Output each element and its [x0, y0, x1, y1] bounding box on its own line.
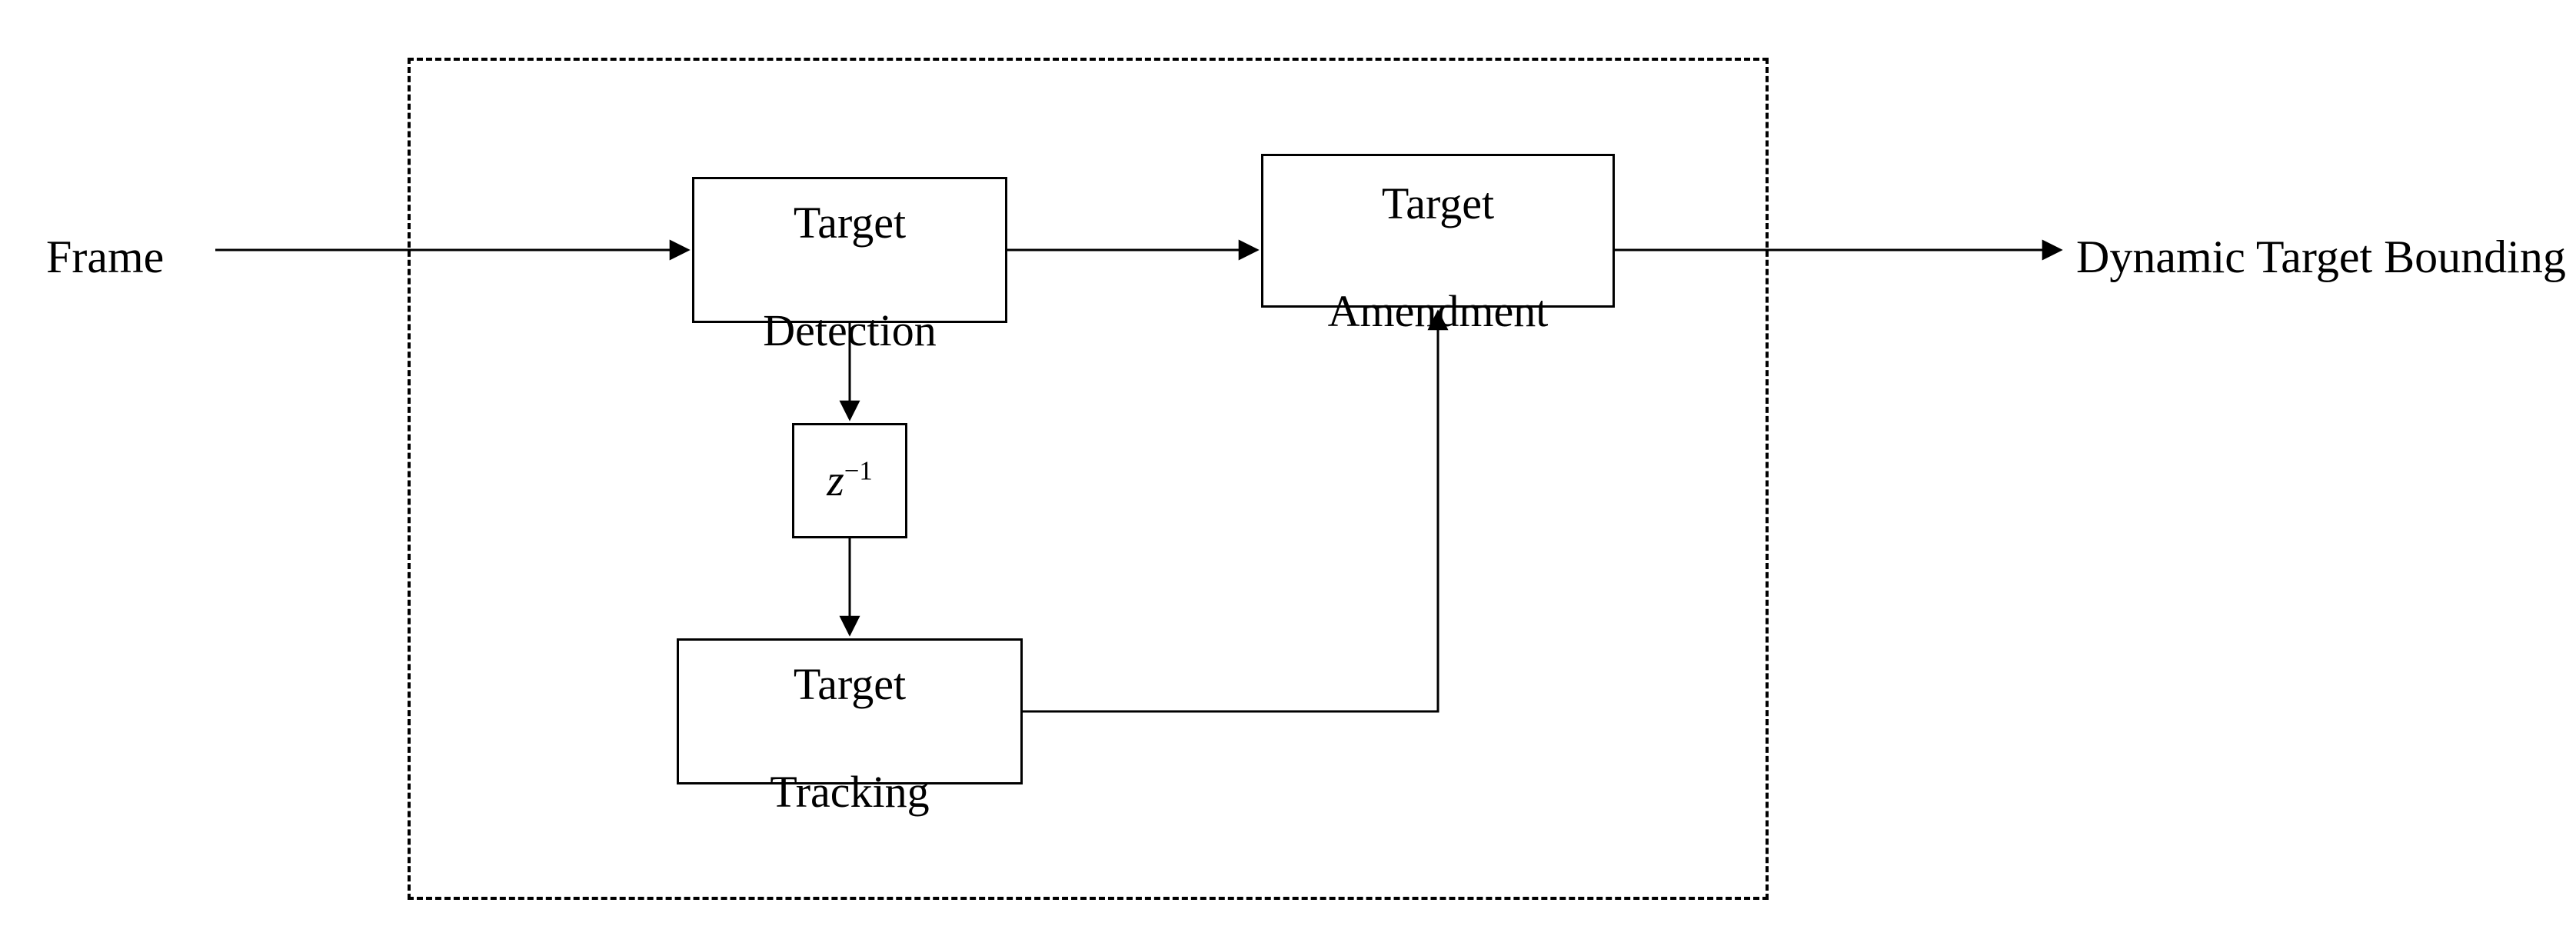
node-delay: z−1 — [792, 423, 907, 538]
node-target-amendment: Target Amendment — [1261, 154, 1615, 308]
node-label: Target Detection — [763, 143, 936, 357]
node-target-tracking: Target Tracking — [677, 638, 1023, 784]
output-label: Dynamic Target Bounding Box — [2076, 231, 2576, 284]
input-label: Frame — [46, 231, 164, 284]
node-label: Target Amendment — [1328, 124, 1549, 338]
flowchart-diagram: Frame Dynamic Target Bounding Box Target… — [0, 0, 2576, 946]
delay-symbol: z−1 — [827, 454, 873, 508]
node-target-detection: Target Detection — [692, 177, 1007, 323]
node-label: Target Tracking — [770, 605, 929, 818]
